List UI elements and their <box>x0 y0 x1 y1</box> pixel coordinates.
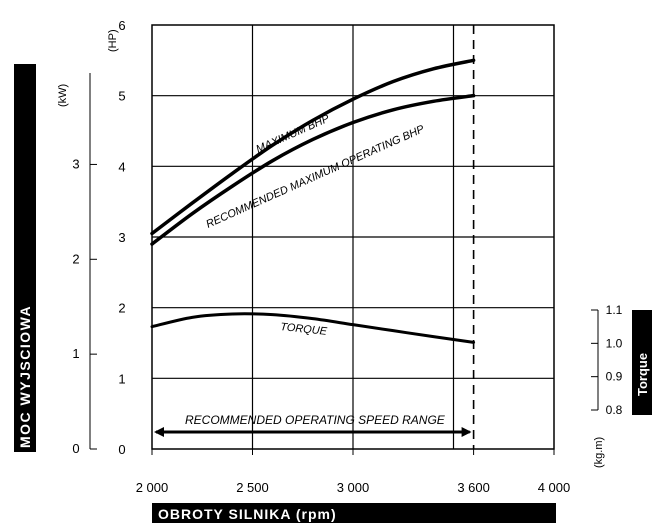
series-line-maximum-bhp <box>150 58 476 236</box>
torque-tick-label: 0.9 <box>606 370 623 384</box>
x-tick-label: 4 000 <box>538 480 571 495</box>
torque-tick-label: 1.0 <box>606 336 623 350</box>
hp-tick-label: 0 <box>118 442 125 457</box>
hp-unit-label: (HP) <box>107 29 119 52</box>
torque-unit-label: (kg.m) <box>593 437 605 468</box>
kw-unit-label: (kW) <box>57 84 69 107</box>
right-axis-title-bar <box>632 310 652 415</box>
x-tick-label: 3 000 <box>337 480 370 495</box>
series-line-recommended-bhp <box>150 93 476 246</box>
kw-tick-label: 1 <box>72 346 79 361</box>
kw-tick-label: 2 <box>72 251 79 266</box>
hp-tick-label: 6 <box>118 18 125 33</box>
series-line-torque <box>150 312 476 344</box>
curves <box>150 58 476 437</box>
x-tick-label: 3 600 <box>457 480 490 495</box>
torque-tick-label: 0.8 <box>606 403 623 417</box>
hp-tick-label: 2 <box>118 301 125 316</box>
right-axis-title: Torque <box>635 353 650 396</box>
x-tick-label: 2 000 <box>136 480 169 495</box>
kw-tick-label: 3 <box>72 156 79 171</box>
hp-tick-label: 5 <box>118 89 125 104</box>
hp-tick-label: 3 <box>118 230 125 245</box>
hp-tick-label: 4 <box>118 159 125 174</box>
axes: 2 000 2 500 3 000 3 600 4 000 0 1 2 3 4 5 6 0 1 2 3 0.8 0… <box>72 18 622 495</box>
grid <box>152 25 554 449</box>
left-axis-title-bar <box>14 64 36 452</box>
hp-tick-label: 1 <box>118 371 125 386</box>
series-label-torque: TORQUE <box>280 321 329 338</box>
speed-range-label: RECOMMENDED OPERATING SPEED RANGE <box>185 413 446 427</box>
x-tick-label: 2 500 <box>236 480 269 495</box>
left-axis-title: MOC WYJSCIOWA <box>17 305 33 448</box>
kw-tick-label: 0 <box>72 441 79 456</box>
x-axis-title: OBROTY SILNIKA (rpm) <box>158 506 337 522</box>
torque-tick-label: 1.1 <box>606 303 623 317</box>
x-axis-title-bar <box>152 503 556 523</box>
